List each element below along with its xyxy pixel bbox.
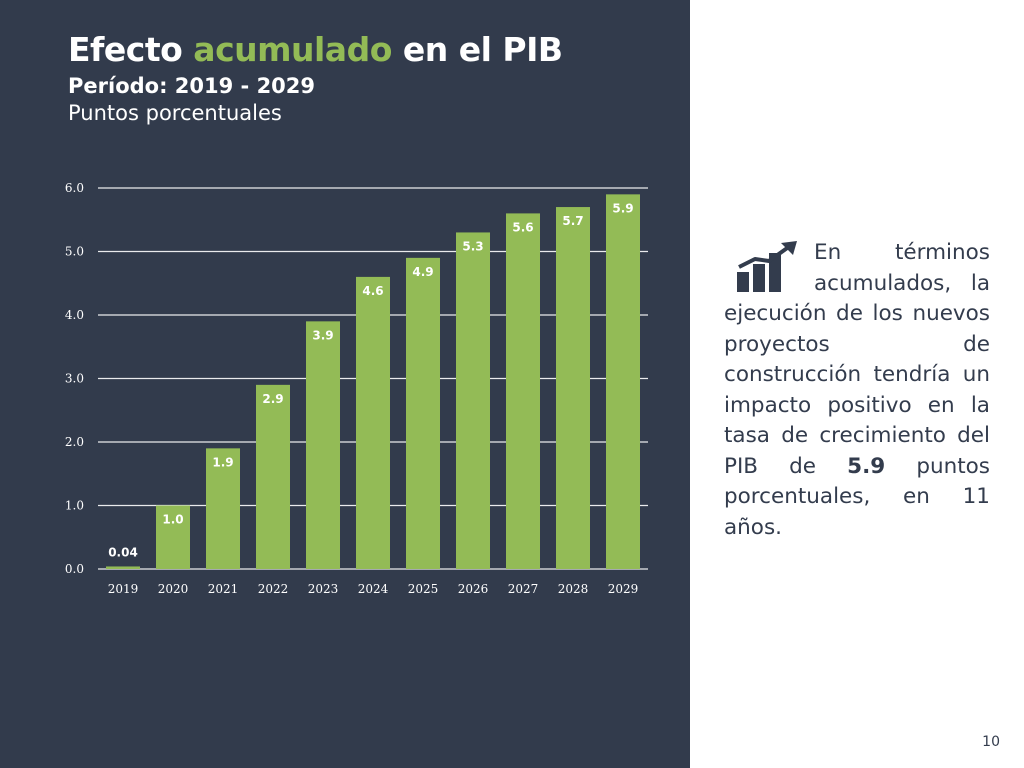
- page-number: 10: [982, 734, 1000, 750]
- slide-subtitle: Período: 2019 - 2029: [68, 74, 316, 98]
- x-tick-label: 2022: [258, 582, 289, 596]
- title-part2: en el PIB: [402, 30, 563, 69]
- bar-chart: 0.0 1.0 2.0 3.0 4.0 5.0 6.0 0.04 2019 1.0 2020 1.9 2…: [65, 181, 648, 596]
- title-part1: Efecto: [68, 30, 183, 69]
- growth-bar-chart-icon: [737, 241, 797, 292]
- x-tick-label: 2026: [458, 582, 489, 596]
- slide-units: Puntos porcentuales: [68, 101, 282, 125]
- x-tick-label: 2021: [208, 582, 239, 596]
- y-tick-label: 5.0: [65, 245, 84, 259]
- data-label: 4.9: [412, 265, 433, 279]
- description-part2: puntos porcentuales, en 11 años.: [724, 453, 990, 540]
- description-highlight: 5.9: [847, 453, 886, 479]
- bar: [506, 213, 540, 569]
- x-tick-label: 2028: [558, 582, 589, 596]
- bar: [306, 321, 340, 569]
- y-tick-label: 3.0: [65, 372, 84, 386]
- text-panel: [690, 0, 1024, 768]
- x-tick-label: 2019: [108, 582, 139, 596]
- data-label: 5.9: [612, 201, 633, 215]
- x-tick-label: 2025: [408, 582, 439, 596]
- bar: [356, 276, 390, 569]
- x-tick-label: 2023: [308, 582, 339, 596]
- data-label: 1.9: [212, 455, 233, 469]
- data-label: 5.7: [562, 214, 583, 228]
- bar: [606, 194, 640, 569]
- bar: [156, 505, 190, 569]
- bar: [106, 566, 140, 569]
- description-part1: En términos acumulados, la ejecución de …: [724, 240, 990, 479]
- data-label: 4.6: [362, 284, 383, 298]
- bar: [406, 257, 440, 569]
- bar: [206, 448, 240, 569]
- x-tick-label: 2020: [158, 582, 189, 596]
- bar: [456, 232, 490, 569]
- data-label: 0.04: [108, 545, 138, 559]
- data-label: 5.6: [512, 220, 533, 234]
- data-label: 3.9: [312, 328, 333, 342]
- y-tick-label: 1.0: [65, 499, 84, 513]
- y-tick-label: 6.0: [65, 181, 84, 195]
- x-tick-label: 2024: [358, 582, 389, 596]
- y-tick-label: 2.0: [65, 435, 84, 449]
- bar: [256, 384, 290, 569]
- bar: [556, 207, 590, 570]
- x-tick-label: 2027: [508, 582, 539, 596]
- y-tick-label: 4.0: [65, 308, 84, 322]
- slide-title: Efecto acumulado en el PIB: [68, 30, 563, 69]
- y-tick-label: 0.0: [65, 562, 84, 576]
- chart-panel: Efecto acumulado en el PIB Período: 2019…: [0, 0, 690, 768]
- x-tick-label: 2029: [608, 582, 639, 596]
- data-label: 5.3: [462, 239, 483, 253]
- data-label: 2.9: [262, 392, 283, 406]
- data-label: 1.0: [162, 513, 183, 527]
- icon-spacer: [724, 238, 814, 296]
- title-accent: acumulado: [193, 30, 392, 69]
- description-text: En términos acumulados, la ejecución de …: [724, 238, 990, 543]
